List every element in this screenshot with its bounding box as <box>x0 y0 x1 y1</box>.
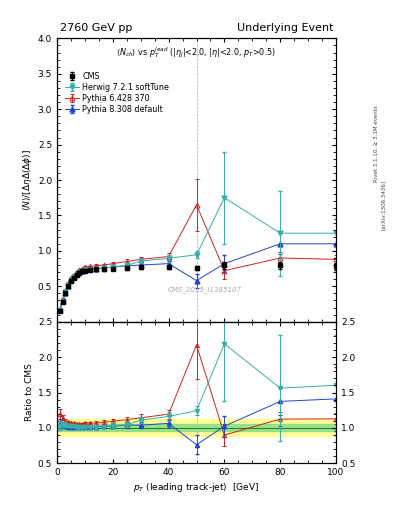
Text: [arXiv:1306.3436]: [arXiv:1306.3436] <box>381 180 386 230</box>
Text: Rivet 3.1.10, ≥ 3.1M events: Rivet 3.1.10, ≥ 3.1M events <box>374 105 379 182</box>
Y-axis label: $\langle N\rangle/[\Delta\eta\Delta(\Delta\phi)]$: $\langle N\rangle/[\Delta\eta\Delta(\Del… <box>20 149 33 211</box>
Legend: CMS, Herwig 7.2.1 softTune, Pythia 6.428 370, Pythia 8.308 default: CMS, Herwig 7.2.1 softTune, Pythia 6.428… <box>61 68 173 117</box>
X-axis label: $p_T$ (leading track-jet)  [GeV]: $p_T$ (leading track-jet) [GeV] <box>134 481 259 495</box>
Text: Underlying Event: Underlying Event <box>237 23 333 33</box>
Y-axis label: Ratio to CMS: Ratio to CMS <box>25 364 33 421</box>
Text: CMS_2015_I1385107: CMS_2015_I1385107 <box>168 287 242 293</box>
Text: $\langle N_{ch}\rangle$ vs $p_T^{lead}$ ($|\eta_j|$<2.0, $|\eta|$<2.0, $p_T$>0.5: $\langle N_{ch}\rangle$ vs $p_T^{lead}$ … <box>116 46 277 60</box>
Bar <box>57 424 336 432</box>
Text: 2760 GeV pp: 2760 GeV pp <box>60 23 132 33</box>
Bar <box>57 419 336 436</box>
